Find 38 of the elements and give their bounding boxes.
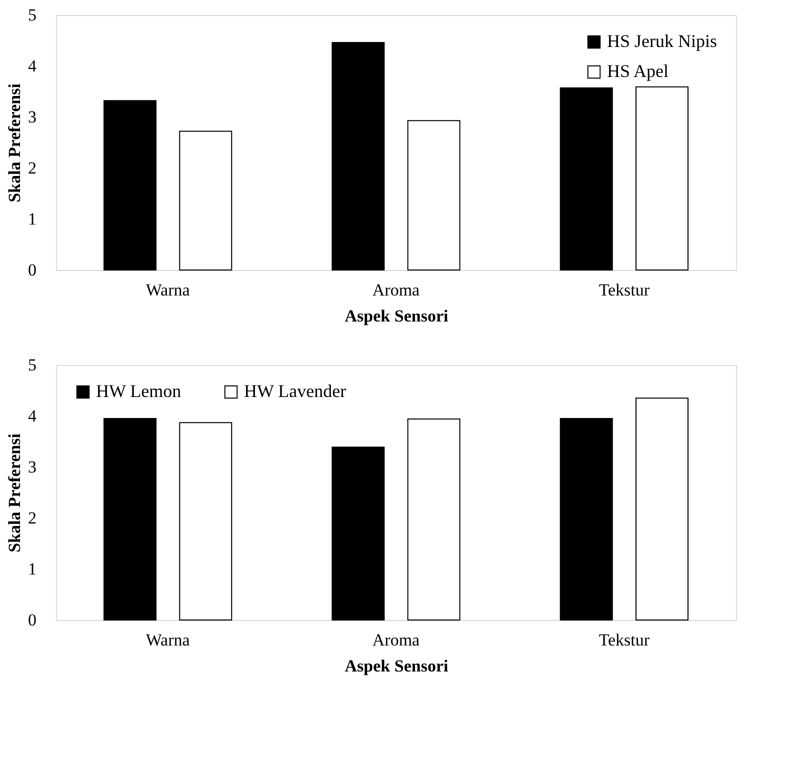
bar (104, 100, 156, 270)
x-tick-label: Aroma (372, 280, 420, 300)
bar (560, 87, 613, 270)
bar (407, 120, 460, 270)
legend-label: HS Jeruk Nipis (607, 31, 718, 51)
y-tick-label: 2 (28, 158, 36, 178)
legend-label: HW Lavender (244, 381, 346, 401)
bar (104, 418, 156, 620)
y-tick-label: 5 (28, 6, 36, 24)
bar (636, 398, 688, 620)
bar (179, 130, 232, 270)
x-tick-label: Aroma (372, 630, 420, 650)
y-tick-label: 0 (28, 260, 36, 280)
x-axis-title: Aspek Sensori (344, 656, 448, 676)
y-axis-title: Skala Preferensi (5, 83, 24, 202)
y-tick-label: 1 (28, 210, 36, 228)
x-tick-label: Warna (146, 630, 190, 650)
bar (332, 446, 385, 620)
bar (179, 422, 232, 620)
legend-label: HS Apel (607, 61, 669, 81)
bar (407, 418, 460, 620)
y-axis-title: Skala Preferensi (5, 433, 24, 552)
y-tick-label: 4 (28, 56, 37, 76)
bar (560, 418, 613, 620)
x-tick-label: Tekstur (598, 630, 650, 650)
y-tick-label: 3 (28, 458, 36, 476)
x-tick-label: Warna (146, 280, 190, 300)
y-tick-label: 1 (28, 560, 36, 578)
y-tick-label: 0 (28, 610, 36, 630)
y-tick-label: 3 (28, 108, 36, 126)
bar (332, 42, 385, 270)
y-tick-label: 5 (28, 356, 36, 374)
y-tick-label: 4 (28, 406, 37, 426)
legend-label: HW Lemon (96, 381, 182, 401)
x-tick-label: Tekstur (598, 280, 650, 300)
y-tick-label: 2 (28, 508, 36, 528)
bar (636, 86, 688, 270)
x-axis-title: Aspek Sensori (344, 306, 448, 326)
